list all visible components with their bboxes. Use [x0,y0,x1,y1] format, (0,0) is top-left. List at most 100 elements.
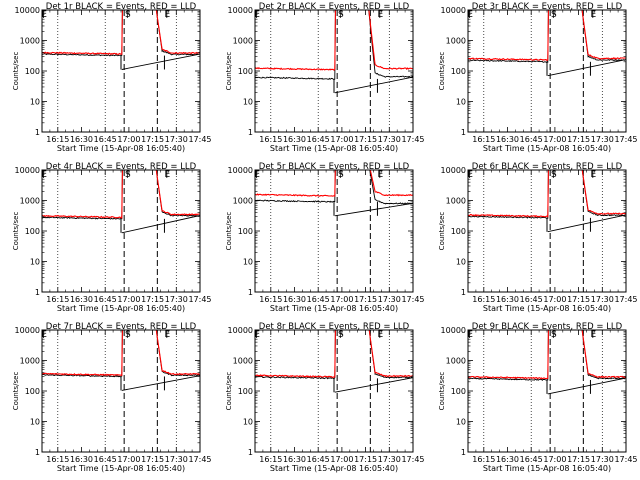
x-tick-label: 17:30 [165,135,188,144]
panel-title: Det 3r BLACK = Events, RED = LLD [472,2,623,12]
y-tick-label: 1 [35,288,40,297]
y-tick-label: 100 [451,67,466,76]
panel-title: Det 4r BLACK = Events, RED = LLD [46,162,197,172]
y-tick-label: 1000 [446,37,466,46]
y-axis-label: Counts/sec [12,52,20,91]
x-axis-label: Start Time (15-Apr-08 16:05:40) [483,464,611,473]
y-axis-label: Counts/sec [225,52,233,91]
marker-label: S [338,170,344,180]
x-tick-label: 16:30 [70,135,93,144]
x-tick-label: 17:45 [614,295,637,304]
lld-series-line [468,170,626,218]
x-tick-label: 16:15 [472,455,495,464]
events-series-line [42,170,200,234]
y-tick-label: 10 [30,258,40,267]
y-axis-label: Counts/sec [438,372,446,411]
x-tick-label: 17:00 [330,135,353,144]
x-tick-label: 16:15 [46,295,69,304]
y-tick-label: 10000 [228,166,253,175]
lld-series-line [42,330,200,377]
x-axis-label: Start Time (15-Apr-08 16:05:40) [270,304,398,313]
x-axis-label: Start Time (15-Apr-08 16:05:40) [483,304,611,313]
x-tick-label: 17:45 [401,135,424,144]
y-tick-label: 1 [248,448,253,457]
lld-series-line [42,170,200,220]
y-tick-label: 10 [30,98,40,107]
marker-label: E [377,170,383,180]
x-tick-label: 17:15 [567,455,590,464]
x-tick-label: 16:15 [259,295,282,304]
marker-label: S [125,10,131,20]
y-tick-label: 1000 [20,357,40,366]
y-tick-label: 10000 [441,326,466,335]
x-tick-label: 16:15 [46,455,69,464]
x-tick-label: 17:15 [354,455,377,464]
x-tick-label: 16:30 [283,295,306,304]
events-series-line [42,330,200,391]
x-tick-label: 16:15 [472,135,495,144]
x-tick-label: 16:30 [496,135,519,144]
marker-label: S [338,10,344,20]
y-tick-label: 10000 [441,6,466,15]
x-tick-label: 16:45 [94,455,117,464]
x-tick-label: 16:15 [259,455,282,464]
x-tick-label: 16:30 [70,295,93,304]
y-tick-label: 100 [25,227,40,236]
x-tick-label: 16:45 [307,455,330,464]
panel-title: Det 2r BLACK = Events, RED = LLD [259,2,410,12]
panel-title: Det 1r BLACK = Events, RED = LLD [46,2,197,12]
marker-label: E [164,330,170,340]
y-tick-label: 10000 [15,326,40,335]
y-tick-label: 100 [238,67,253,76]
y-axis-label: Counts/sec [12,372,20,411]
marker-label: E [164,170,170,180]
y-tick-label: 1000 [20,197,40,206]
panel-title: Det 7r BLACK = Events, RED = LLD [46,322,197,332]
y-tick-label: 10000 [228,326,253,335]
y-tick-label: 100 [25,67,40,76]
y-tick-label: 1 [35,128,40,137]
y-tick-label: 1 [248,288,253,297]
y-tick-label: 1 [35,448,40,457]
marker-label: S [125,330,131,340]
y-axis-label: Counts/sec [225,372,233,411]
x-tick-label: 16:15 [472,295,495,304]
y-tick-label: 10000 [15,166,40,175]
y-tick-label: 1000 [233,197,253,206]
x-tick-label: 16:30 [496,455,519,464]
x-tick-label: 17:30 [591,455,614,464]
marker-label: S [338,330,344,340]
x-tick-label: 16:45 [520,295,543,304]
x-tick-label: 17:30 [378,455,401,464]
y-tick-label: 10000 [228,6,253,15]
x-tick-label: 17:45 [614,135,637,144]
marker-label: E [377,10,383,20]
x-tick-label: 17:30 [378,135,401,144]
y-tick-label: 1 [248,128,253,137]
panel-title: Det 5r BLACK = Events, RED = LLD [259,162,410,172]
x-tick-label: 16:15 [259,135,282,144]
events-series-line [255,330,413,393]
marker-label: E [164,10,170,20]
x-axis-label: Start Time (15-Apr-08 16:05:40) [57,464,185,473]
x-tick-label: 16:30 [283,135,306,144]
x-tick-label: 17:00 [543,455,566,464]
y-tick-label: 100 [25,387,40,396]
x-tick-label: 17:45 [401,455,424,464]
marker-label: S [551,330,557,340]
y-tick-label: 10 [456,418,466,427]
marker-label: S [125,170,131,180]
x-tick-label: 17:00 [543,135,566,144]
y-tick-label: 1000 [446,357,466,366]
x-tick-label: 17:15 [141,295,164,304]
panel-title: Det 9r BLACK = Events, RED = LLD [472,322,623,332]
x-axis-label: Start Time (15-Apr-08 16:05:40) [57,144,185,153]
y-axis-label: Counts/sec [225,212,233,251]
events-series-line [468,330,626,395]
x-tick-label: 17:00 [330,455,353,464]
x-tick-label: 17:15 [567,135,590,144]
lld-series-line [255,330,413,378]
